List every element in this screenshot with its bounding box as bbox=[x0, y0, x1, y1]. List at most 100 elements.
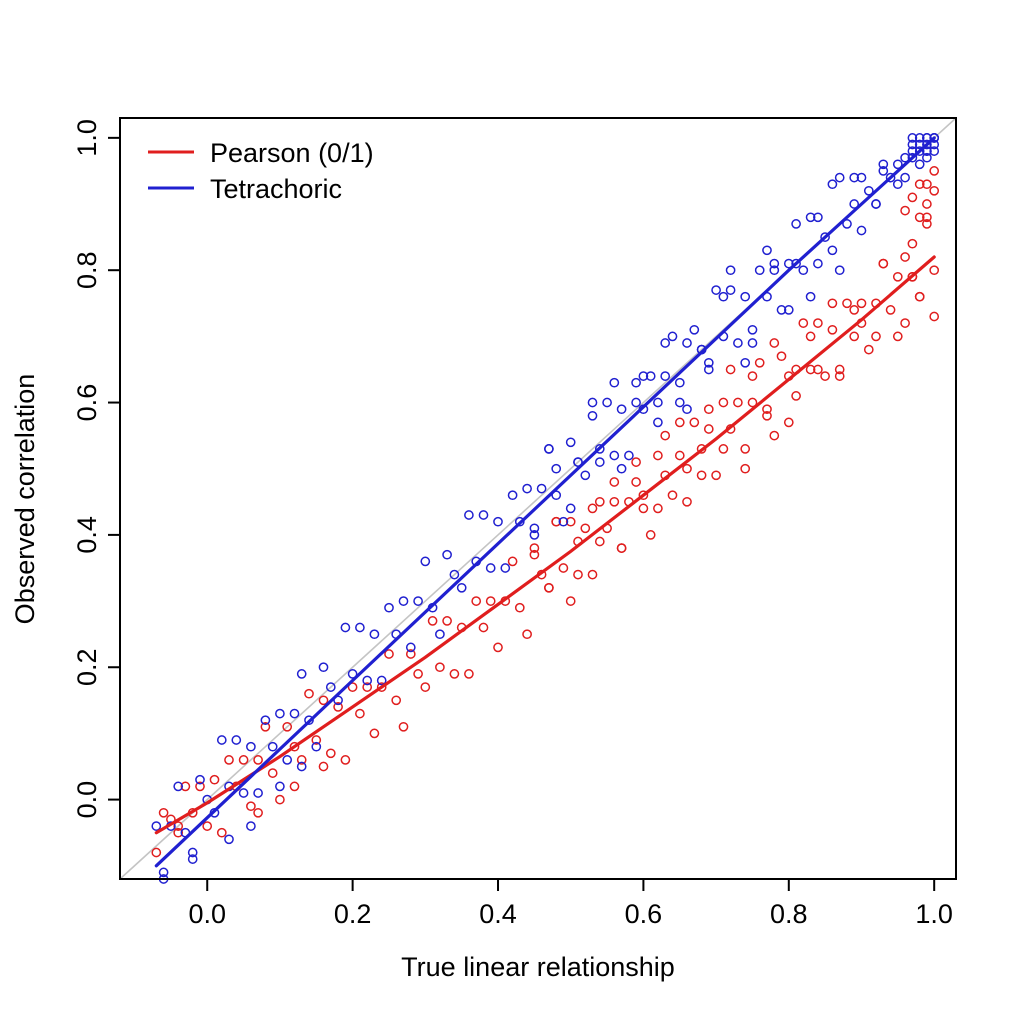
scatter-point bbox=[514, 516, 525, 527]
scatter-point bbox=[573, 457, 583, 467]
scatter-point bbox=[892, 179, 903, 190]
scatter-point bbox=[638, 371, 649, 381]
fit-line-0 bbox=[154, 255, 936, 835]
scatter-point bbox=[922, 199, 932, 209]
scatter-point bbox=[427, 616, 438, 626]
scatter-point bbox=[580, 523, 591, 534]
scatter-point bbox=[762, 410, 772, 421]
scatter-point bbox=[929, 146, 940, 156]
scatter-point bbox=[762, 404, 772, 415]
plot-area-border bbox=[119, 117, 957, 880]
scatter-point bbox=[776, 305, 787, 315]
scatter-point bbox=[769, 430, 780, 441]
scatter-point bbox=[747, 338, 758, 348]
scatter-point bbox=[798, 318, 809, 328]
scatter-point bbox=[325, 682, 336, 692]
scatter-point bbox=[805, 331, 816, 342]
x-tick-label: 0.8 bbox=[770, 899, 808, 929]
scatter-point bbox=[158, 807, 169, 818]
scatter-point bbox=[405, 642, 416, 653]
scatter-point bbox=[885, 305, 896, 315]
y-tick-label: 0.2 bbox=[72, 648, 102, 686]
scatter-point bbox=[340, 755, 351, 765]
scatter-point bbox=[900, 205, 910, 216]
scatter-point bbox=[376, 675, 387, 686]
scatter-point bbox=[660, 430, 671, 441]
scatter-point bbox=[565, 437, 576, 448]
scatter-point bbox=[653, 417, 663, 428]
scatter-point bbox=[522, 483, 532, 494]
scatter-point bbox=[384, 649, 394, 659]
scatter-point bbox=[594, 444, 605, 454]
scatter-point bbox=[253, 788, 263, 798]
scatter-point bbox=[151, 847, 162, 858]
scatter-point bbox=[871, 199, 881, 209]
scatter-point bbox=[362, 675, 373, 686]
scatter-point bbox=[878, 159, 889, 170]
scatter-point bbox=[725, 265, 736, 276]
y-tick-label: 1.0 bbox=[72, 119, 102, 157]
scatter-point bbox=[478, 510, 489, 520]
scatter-point bbox=[631, 457, 641, 467]
series-0-points bbox=[151, 166, 940, 858]
scatter-point bbox=[296, 669, 307, 679]
scatter-point bbox=[398, 721, 409, 732]
scatter-point bbox=[355, 708, 365, 719]
scatter-point bbox=[849, 305, 860, 315]
scatter-point bbox=[711, 285, 721, 295]
scatter-point bbox=[922, 212, 932, 223]
scatter-point bbox=[594, 536, 605, 547]
scatter-point bbox=[158, 867, 169, 878]
scatter-point bbox=[376, 682, 387, 692]
scatter-point bbox=[740, 291, 751, 302]
scatter-point bbox=[849, 331, 860, 342]
scatter-point bbox=[747, 397, 758, 408]
scatter-point bbox=[747, 324, 758, 335]
scatter-point bbox=[514, 602, 525, 613]
scatter-point bbox=[544, 444, 554, 454]
scatter-point bbox=[914, 139, 925, 150]
scatter-point bbox=[834, 172, 845, 183]
scatter-point bbox=[522, 629, 532, 640]
y-axis-title: Observed correlation bbox=[10, 374, 40, 625]
scatter-point bbox=[384, 602, 394, 613]
scatter-point bbox=[420, 682, 431, 692]
scatter-point bbox=[369, 728, 380, 739]
scatter-point bbox=[791, 258, 801, 269]
scatter-point bbox=[485, 563, 496, 573]
scatter-point bbox=[405, 649, 416, 659]
scatter-point bbox=[224, 834, 234, 845]
scatter-point bbox=[914, 291, 925, 302]
scatter-point bbox=[674, 417, 685, 428]
scatter-point bbox=[304, 715, 314, 726]
scatter-point bbox=[747, 371, 758, 381]
scatter-point bbox=[296, 761, 307, 772]
scatter-point bbox=[631, 477, 641, 487]
x-tick-label: 1.0 bbox=[915, 899, 953, 929]
scatter-point bbox=[907, 192, 918, 203]
scatter-point bbox=[914, 159, 925, 170]
scatter-point bbox=[464, 510, 474, 520]
scatter-point bbox=[740, 357, 751, 368]
scatter-point bbox=[834, 364, 845, 375]
x-axis-ticks: 0.0 0.2 0.4 0.6 0.8 1.0 bbox=[188, 879, 953, 929]
scatter-point bbox=[711, 470, 721, 481]
scatter-point bbox=[638, 490, 649, 501]
scatter-point bbox=[464, 669, 474, 679]
scatter-point bbox=[645, 530, 656, 540]
scatter-point bbox=[725, 285, 736, 295]
scatter-point bbox=[216, 735, 227, 745]
scatter-point bbox=[529, 549, 540, 560]
scatter-point bbox=[827, 324, 838, 335]
scatter-point bbox=[689, 417, 700, 428]
scatter-point bbox=[900, 152, 910, 163]
scatter-point bbox=[580, 470, 591, 481]
scatter-point bbox=[587, 397, 598, 408]
legend-label-pearson: Pearson (0/1) bbox=[210, 138, 374, 168]
legend-label-tetrachoric: Tetrachoric bbox=[210, 174, 342, 204]
scatter-point bbox=[805, 364, 816, 375]
scatter-point bbox=[282, 721, 293, 732]
y-axis-ticks: 0.0 0.2 0.4 0.6 0.8 1.0 bbox=[72, 119, 120, 818]
y-tick-label: 0.6 bbox=[72, 384, 102, 422]
